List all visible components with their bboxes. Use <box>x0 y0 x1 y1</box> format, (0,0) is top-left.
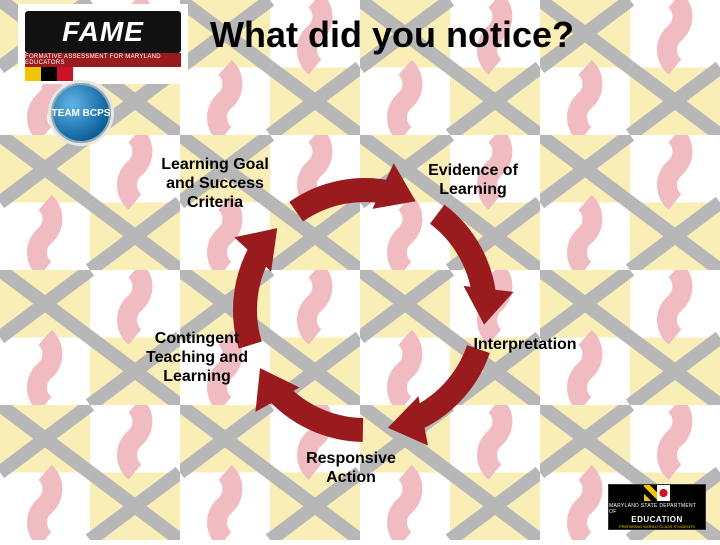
page-title: What did you notice? <box>210 14 700 56</box>
cycle-diagram: Learning Goaland SuccessCriteriaEvidence… <box>150 120 580 520</box>
cycle-label-contingent: ContingentTeaching andLearning <box>122 330 272 387</box>
fame-logo-text: FAME <box>25 11 181 53</box>
bcps-logo-text: TEAM BCPS <box>52 108 111 119</box>
bcps-logo: TEAM BCPS <box>48 80 114 146</box>
fame-logo-subtitle: FORMATIVE ASSESSMENT FOR MARYLAND EDUCAT… <box>25 53 181 67</box>
cycle-label-learning-goal: Learning Goaland SuccessCriteria <box>140 156 290 213</box>
fame-logo: FAME FORMATIVE ASSESSMENT FOR MARYLAND E… <box>18 4 188 84</box>
fame-logo-accent <box>25 67 89 81</box>
maryland-flag-icon <box>644 485 670 501</box>
cycle-label-responsive: ResponsiveAction <box>276 450 426 488</box>
msde-line1: MARYLAND STATE DEPARTMENT OF <box>609 503 705 515</box>
cycle-label-evidence: Evidence ofLearning <box>398 162 548 200</box>
cycle-label-interpretation: Interpretation <box>450 336 600 355</box>
msde-line3: PREPARING WORLD CLASS STUDENTS <box>619 524 695 529</box>
msde-line2: EDUCATION <box>631 515 682 524</box>
msde-logo: MARYLAND STATE DEPARTMENT OF EDUCATION P… <box>608 484 706 530</box>
cycle-arrowhead <box>463 286 513 325</box>
